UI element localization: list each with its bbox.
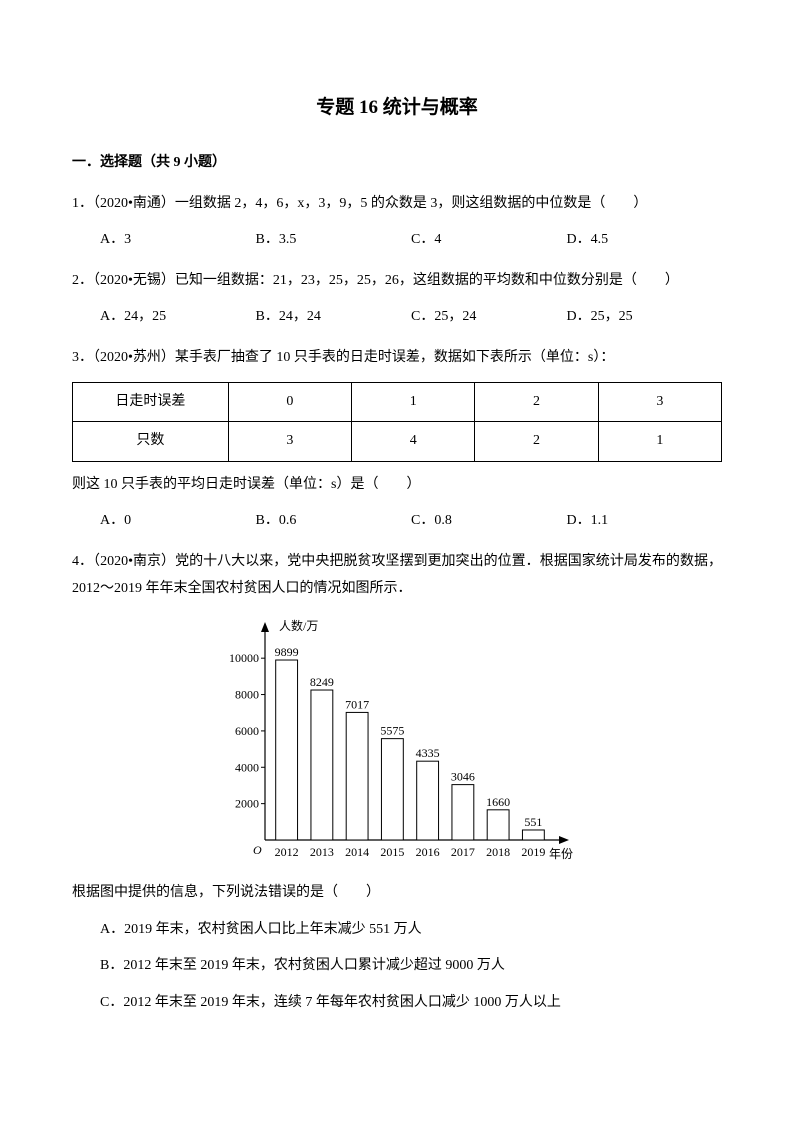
svg-text:4335: 4335 bbox=[416, 746, 440, 760]
question-3-text: 3．（2020•苏州）某手表厂抽查了 10 只手表的日走时误差，数据如下表所示（… bbox=[72, 345, 722, 372]
svg-text:2019: 2019 bbox=[521, 845, 545, 859]
svg-text:2016: 2016 bbox=[416, 845, 440, 859]
q1-option-c: C．4 bbox=[411, 227, 567, 254]
q4-option-c: C．2012 年末至 2019 年末，连续 7 年每年农村贫困人口减少 1000… bbox=[100, 990, 722, 1017]
q4-option-a: A．2019 年末，农村贫困人口比上年末减少 551 万人 bbox=[100, 917, 722, 944]
svg-text:7017: 7017 bbox=[345, 698, 369, 712]
page-title: 专题 16 统计与概率 bbox=[72, 90, 722, 126]
q1-option-b: B．3.5 bbox=[256, 227, 412, 254]
question-1-options: A．3 B．3.5 C．4 D．4.5 bbox=[72, 227, 722, 254]
svg-text:1660: 1660 bbox=[486, 795, 510, 809]
svg-text:9899: 9899 bbox=[275, 645, 299, 659]
q3-option-a: A．0 bbox=[100, 508, 256, 535]
q2-option-a: A．24，25 bbox=[100, 304, 256, 331]
q3-option-c: C．0.8 bbox=[411, 508, 567, 535]
question-4-text: 4．（2020•南京）党的十八大以来，党中央把脱贫攻坚摆到更加突出的位置．根据国… bbox=[72, 549, 722, 602]
table-cell: 1 bbox=[352, 382, 475, 422]
svg-text:2018: 2018 bbox=[486, 845, 510, 859]
svg-text:2017: 2017 bbox=[451, 845, 475, 859]
question-3-table: 日走时误差 0 1 2 3 只数 3 4 2 1 bbox=[72, 382, 722, 462]
svg-text:10000: 10000 bbox=[229, 651, 259, 665]
q2-option-b: B．24，24 bbox=[256, 304, 412, 331]
table-cell: 日走时误差 bbox=[73, 382, 229, 422]
svg-text:551: 551 bbox=[524, 815, 542, 829]
q1-option-d: D．4.5 bbox=[567, 227, 723, 254]
q3-option-d: D．1.1 bbox=[567, 508, 723, 535]
svg-text:O: O bbox=[253, 843, 262, 857]
question-2-options: A．24，25 B．24，24 C．25，24 D．25，25 bbox=[72, 304, 722, 331]
table-cell: 0 bbox=[228, 382, 351, 422]
bar-chart-svg: 2000 4000 6000 8000 10000 人数/万年份 O 9899 2012 8249… bbox=[207, 612, 587, 872]
svg-text:8000: 8000 bbox=[235, 688, 259, 702]
table-cell: 2 bbox=[475, 382, 598, 422]
table-cell: 2 bbox=[475, 422, 598, 462]
table-row: 只数 3 4 2 1 bbox=[73, 422, 722, 462]
table-cell: 3 bbox=[228, 422, 351, 462]
question-4-chart: 2000 4000 6000 8000 10000 人数/万年份 O 9899 2012 8249… bbox=[72, 612, 722, 872]
table-cell: 1 bbox=[598, 422, 721, 462]
table-cell: 只数 bbox=[73, 422, 229, 462]
question-4-sub-options: A．2019 年末，农村贫困人口比上年末减少 551 万人 B．2012 年末至… bbox=[72, 917, 722, 1017]
svg-text:人数/万: 人数/万 bbox=[279, 618, 318, 633]
svg-text:6000: 6000 bbox=[235, 724, 259, 738]
svg-text:2014: 2014 bbox=[345, 845, 369, 859]
q3-option-b: B．0.6 bbox=[256, 508, 412, 535]
table-cell: 3 bbox=[598, 382, 721, 422]
svg-text:3046: 3046 bbox=[451, 770, 475, 784]
question-4-after: 根据图中提供的信息，下列说法错误的是（ ） bbox=[72, 880, 722, 907]
section-heading: 一．选择题（共 9 小题） bbox=[72, 150, 722, 177]
q1-option-a: A．3 bbox=[100, 227, 256, 254]
question-1-text: 1．（2020•南通）一组数据 2，4，6，x，3，9，5 的众数是 3，则这组… bbox=[72, 191, 722, 218]
table-cell: 4 bbox=[352, 422, 475, 462]
question-3-options: A．0 B．0.6 C．0.8 D．1.1 bbox=[72, 508, 722, 535]
q2-option-c: C．25，24 bbox=[411, 304, 567, 331]
svg-text:2012: 2012 bbox=[275, 845, 299, 859]
svg-text:8249: 8249 bbox=[310, 675, 334, 689]
question-2-text: 2．（2020•无锡）已知一组数据：21，23，25，25，26，这组数据的平均… bbox=[72, 268, 722, 295]
q2-option-d: D．25，25 bbox=[567, 304, 723, 331]
svg-text:2000: 2000 bbox=[235, 797, 259, 811]
svg-text:4000: 4000 bbox=[235, 760, 259, 774]
question-3-after: 则这 10 只手表的平均日走时误差（单位：s）是（ ） bbox=[72, 472, 722, 499]
svg-text:2013: 2013 bbox=[310, 845, 334, 859]
table-row: 日走时误差 0 1 2 3 bbox=[73, 382, 722, 422]
svg-text:2015: 2015 bbox=[380, 845, 404, 859]
svg-text:5575: 5575 bbox=[380, 724, 404, 738]
svg-text:年份: 年份 bbox=[549, 847, 573, 861]
q4-option-b: B．2012 年末至 2019 年末，农村贫困人口累计减少超过 9000 万人 bbox=[100, 953, 722, 980]
